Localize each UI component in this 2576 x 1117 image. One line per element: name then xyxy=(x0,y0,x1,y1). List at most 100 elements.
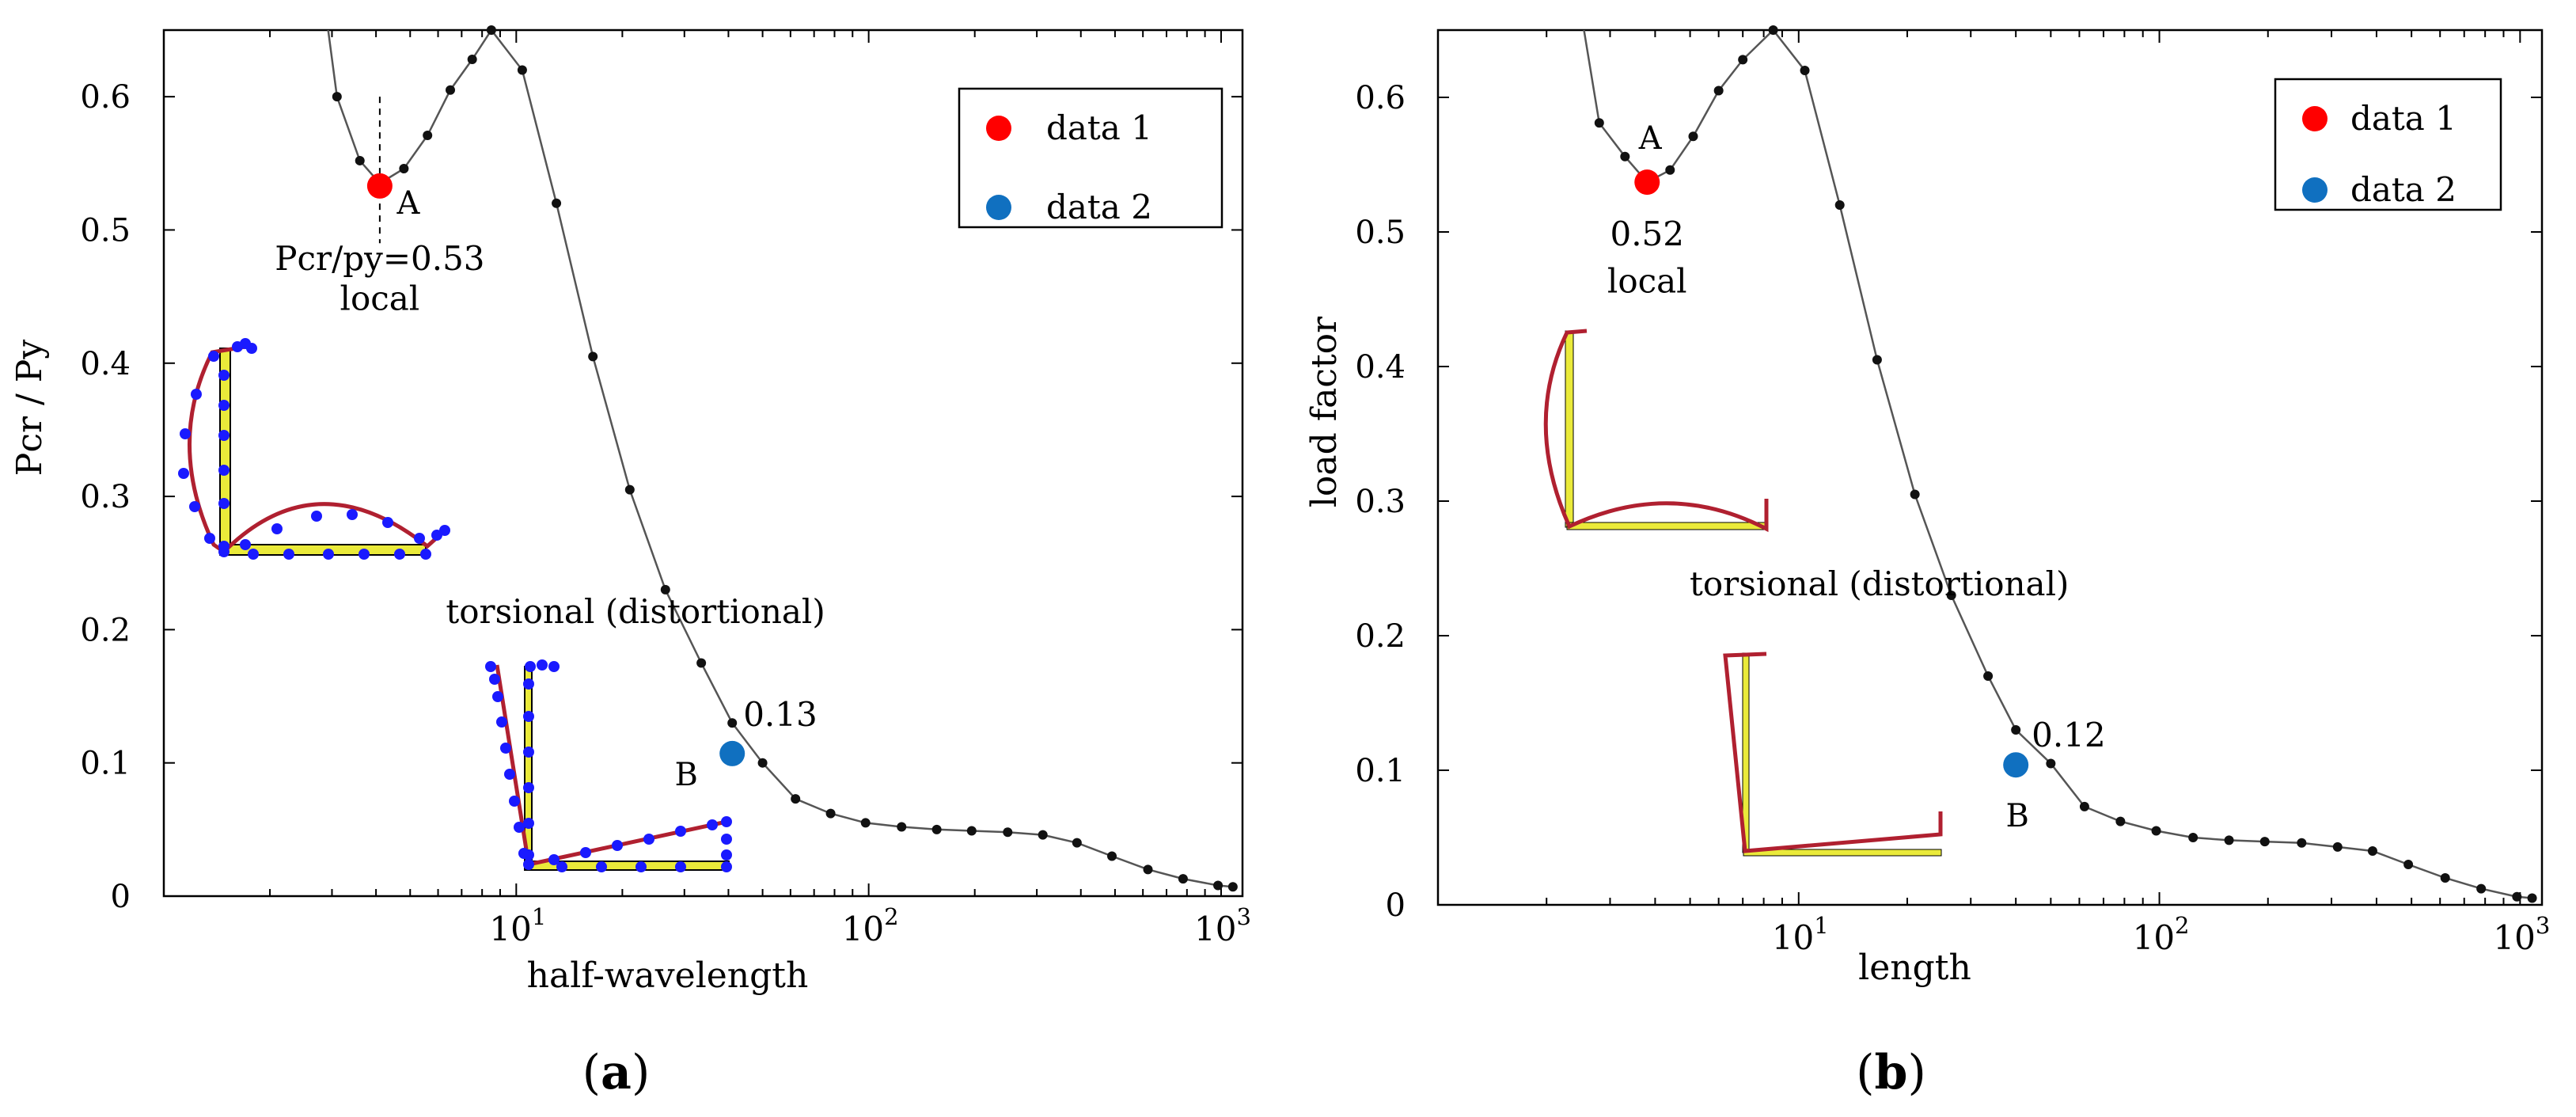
y-axis-label: load factor xyxy=(1304,316,1345,507)
curve-point-marker xyxy=(1800,66,1810,75)
axes-frame xyxy=(1436,28,2544,906)
curve-point-marker xyxy=(2440,873,2450,883)
x-tick-label: 101 xyxy=(1772,912,1829,957)
curve-point-marker xyxy=(2115,816,2126,826)
curve-point-marker xyxy=(1072,838,1082,848)
panel-letter: a xyxy=(601,1045,632,1100)
x-tick-label: 103 xyxy=(2493,912,2550,957)
y-axis-label: Pcr / Py xyxy=(9,340,50,477)
curve-point-marker xyxy=(2151,826,2161,836)
curve-point-marker xyxy=(931,824,942,834)
curve-point-marker xyxy=(588,351,598,362)
curve-point-marker xyxy=(1713,85,1724,96)
x-tick-label: 101 xyxy=(489,903,546,948)
annotation-text: 0.52 xyxy=(1610,215,1684,253)
curve-point-marker xyxy=(696,658,707,668)
point-label: B xyxy=(2005,798,2028,834)
curve-point-marker xyxy=(1227,882,1238,892)
legend-marker-data-1 xyxy=(2302,106,2328,131)
panel-label: (a) xyxy=(582,1045,651,1100)
x-tick-exponent: 2 xyxy=(2175,912,2189,939)
x-tick-exponent: 3 xyxy=(2536,912,2550,939)
section-node-marker xyxy=(218,370,230,381)
section-node-marker xyxy=(208,351,219,362)
curve-point-marker xyxy=(1688,131,1698,142)
curve-point-marker xyxy=(2332,842,2343,852)
curve-point-marker xyxy=(1620,151,1630,161)
curve-point-marker xyxy=(1665,165,1675,175)
annotation-text: torsional (distortional) xyxy=(1690,564,2069,603)
x-tick-exponent: 1 xyxy=(532,903,546,930)
section-node-marker xyxy=(523,747,534,758)
curve-point-marker xyxy=(1872,355,1882,365)
curve-point-marker xyxy=(2259,837,2270,847)
y-tick-label: 0.5 xyxy=(1355,215,1406,251)
curve-point-marker xyxy=(2403,860,2414,869)
legend-label: data 1 xyxy=(1046,108,1152,147)
curve-point-marker xyxy=(2224,835,2234,845)
curve-point-marker xyxy=(2512,891,2522,902)
section-node-marker xyxy=(556,861,567,872)
section-deformation-sketches xyxy=(178,338,732,872)
legend: data 1 data 2 xyxy=(958,87,1224,229)
section-node-marker xyxy=(439,525,450,536)
curve-point-marker xyxy=(825,808,836,819)
section-web-strip xyxy=(1565,330,1574,528)
x-tick-exponent: 3 xyxy=(1236,903,1250,930)
section-node-marker xyxy=(523,678,534,690)
legend-label: data 1 xyxy=(2350,99,2456,138)
section-node-marker xyxy=(675,826,686,837)
curve-point-marker xyxy=(467,55,477,65)
curve-point-marker xyxy=(2011,725,2021,735)
y-tick-label: 0.3 xyxy=(80,479,131,515)
curve-point-marker xyxy=(2079,801,2089,811)
section-node-marker xyxy=(382,517,393,528)
curve-point-marker xyxy=(1594,118,1604,128)
curve-point-marker xyxy=(1910,489,1920,500)
legend-marker-data-2 xyxy=(986,195,1011,220)
x-axis-label: length xyxy=(1858,948,1971,988)
section-node-marker xyxy=(523,849,534,861)
section-node-marker xyxy=(204,533,215,544)
x-tick-base: 10 xyxy=(2133,918,2175,957)
section-node-marker xyxy=(580,847,591,858)
section-node-marker xyxy=(218,400,230,411)
curve-point-marker xyxy=(1946,591,1956,600)
curve-point-marker xyxy=(1738,55,1748,65)
section-node-marker xyxy=(596,861,607,872)
curve-point-marker xyxy=(1178,874,1188,884)
section-node-marker xyxy=(271,523,283,534)
section-node-marker xyxy=(240,539,251,550)
curve-point-marker xyxy=(757,758,768,768)
annotation-text: torsional (distortional) xyxy=(446,592,825,631)
annotation-text: local xyxy=(340,279,420,317)
section-node-marker xyxy=(489,674,500,685)
y-tick-label: 0 xyxy=(111,879,131,915)
curve-point-marker xyxy=(399,164,409,174)
y-tick-label: 0.2 xyxy=(80,612,131,648)
section-node-marker xyxy=(485,661,496,672)
section-node-marker xyxy=(721,861,732,872)
section-node-marker xyxy=(523,711,534,722)
x-tick-base: 10 xyxy=(2493,918,2535,957)
section-node-marker xyxy=(323,549,334,560)
annotation-text: 0.13 xyxy=(743,695,818,734)
curve-point-marker xyxy=(1038,830,1048,840)
curve-point-marker xyxy=(1768,25,1778,35)
x-tick-exponent: 1 xyxy=(1814,912,1828,939)
deformed-shape-curve xyxy=(1723,652,1943,853)
section-node-marker xyxy=(675,861,686,872)
panel-label: (b) xyxy=(1856,1045,1926,1100)
curve-point-marker xyxy=(332,92,342,102)
section-node-marker xyxy=(311,511,322,522)
annotation-text: Pcr/py=0.53 xyxy=(275,239,484,278)
y-tick-label: 0.6 xyxy=(1355,80,1406,116)
highlight-point-a xyxy=(1634,169,1660,196)
section-node-marker xyxy=(492,691,503,702)
section-node-marker xyxy=(514,822,525,833)
deformed-shape-curve xyxy=(1543,329,1769,533)
x-tick-base: 10 xyxy=(1194,910,1236,948)
section-node-marker xyxy=(347,509,358,520)
